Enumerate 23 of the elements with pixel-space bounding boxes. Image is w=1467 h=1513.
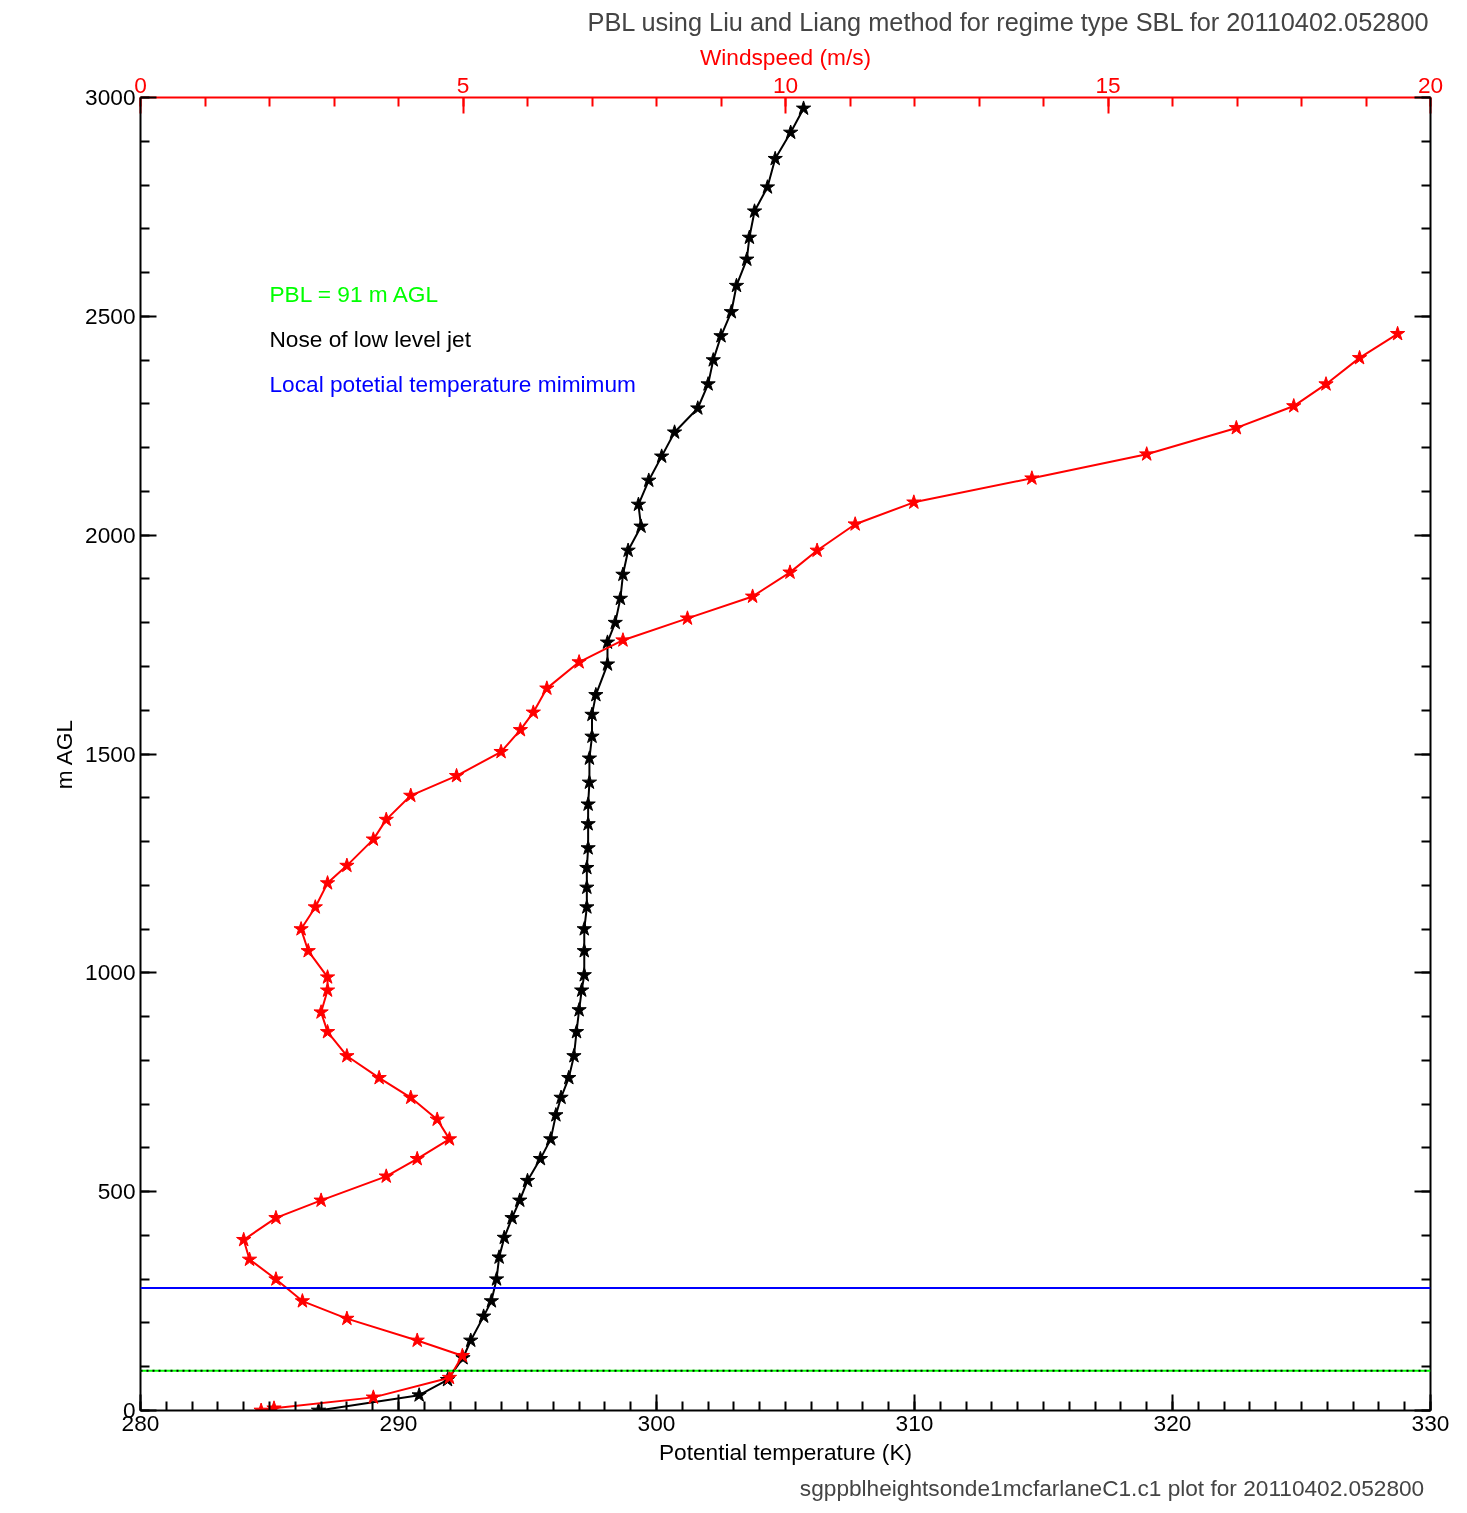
x-tick-label: 310 xyxy=(895,1409,934,1436)
text: sgppblheightsonde1mcfarlaneC1.c1 plot for 20110402.052800 xyxy=(799,1474,1425,1501)
y-tick-label: 1500 xyxy=(85,740,136,767)
x-tick-label: 290 xyxy=(379,1409,418,1436)
y-tick-label: 2500 xyxy=(85,302,136,329)
ref-line-label: PBL = 91 m AGL xyxy=(269,281,439,308)
y-tick-label: 3000 xyxy=(85,84,136,110)
ref-line-label: Nose of low level jet xyxy=(269,326,472,353)
x2-tick-label: 20 xyxy=(1417,71,1444,98)
y-tick-label: 500 xyxy=(97,1178,136,1205)
x-tick-label: 330 xyxy=(1411,1409,1450,1436)
x2-tick-label: 5 xyxy=(456,71,470,98)
x-axis-title: Potential temperature (K) xyxy=(658,1438,913,1465)
y-tick-label: 1000 xyxy=(85,959,136,986)
ref-line-label: Local potetial temperature mimimum xyxy=(269,370,636,397)
x2-axis-title: Windspeed (m/s) xyxy=(699,43,872,70)
y-tick-label: 2000 xyxy=(85,521,136,548)
x2-tick-label: 10 xyxy=(772,71,799,98)
y-axis-title: m AGL xyxy=(51,719,78,790)
x-tick-label: 320 xyxy=(1153,1409,1192,1436)
chart-title: PBL using Liu and Liang method for regime type SBL for 20110402.052800 xyxy=(587,7,1429,36)
x2-tick-label: 15 xyxy=(1095,71,1121,98)
x-tick-label: 300 xyxy=(637,1409,676,1436)
